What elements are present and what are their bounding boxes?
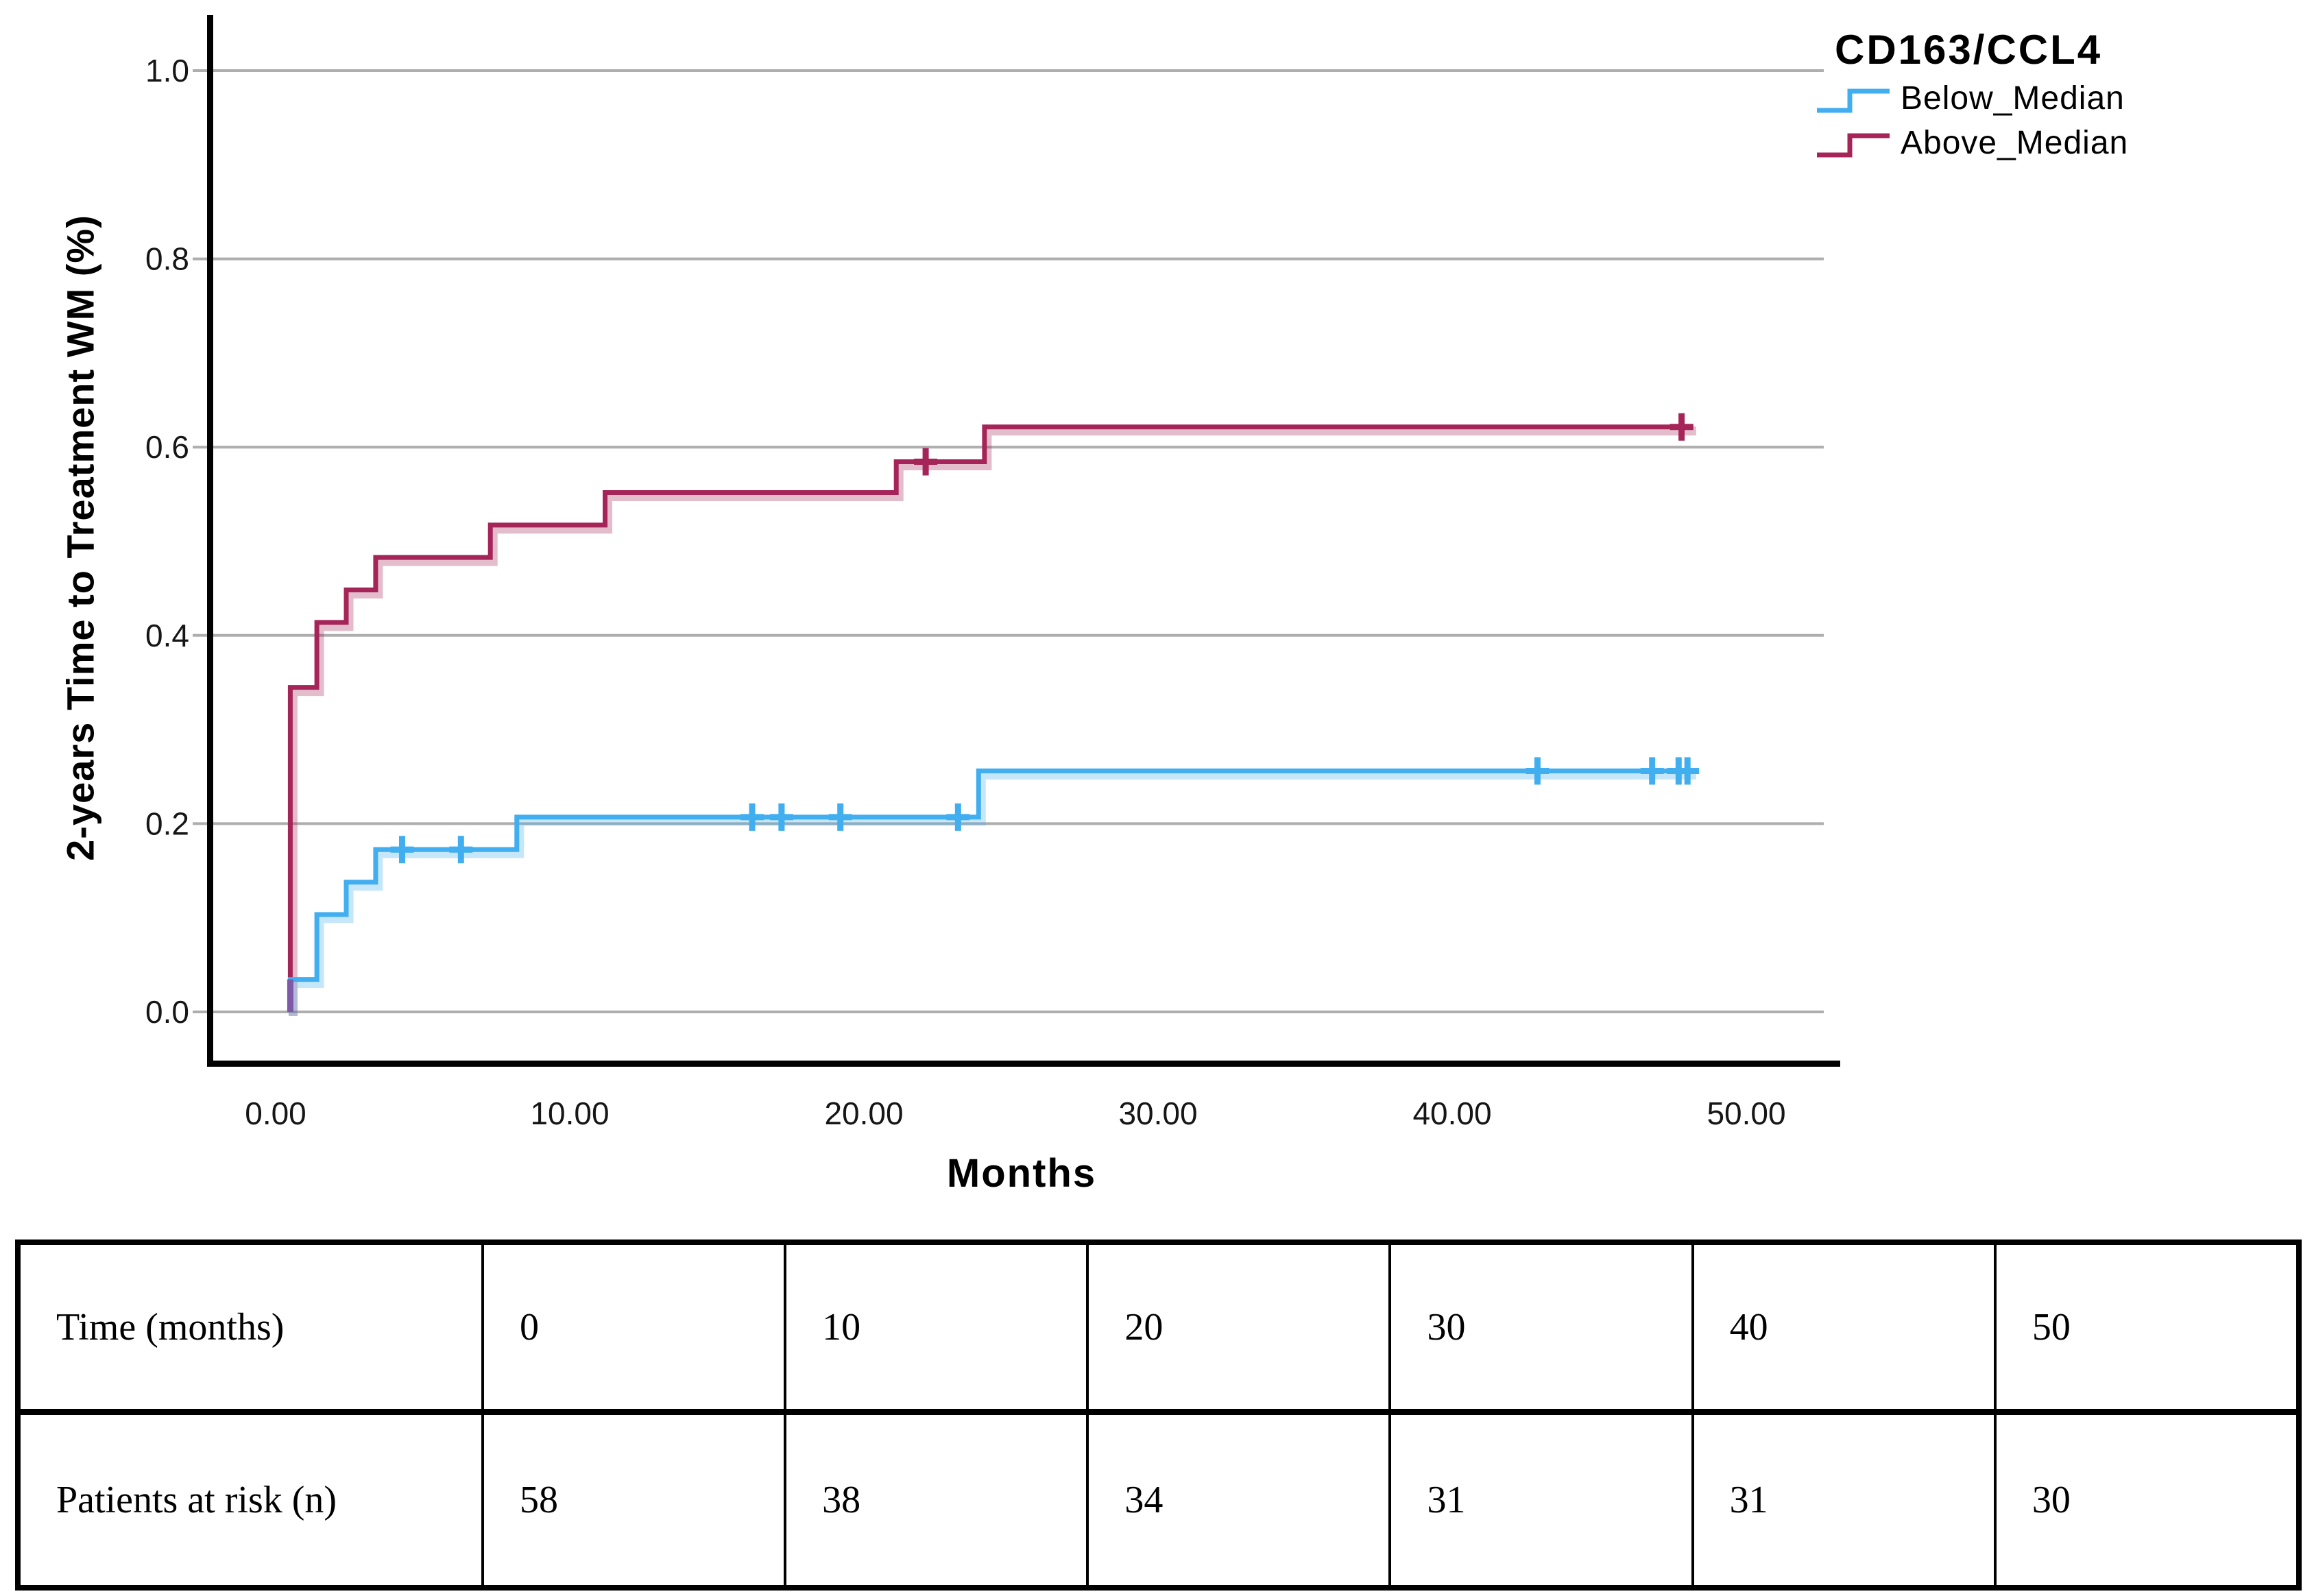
risk-table-row-label: Time (months): [56, 1305, 285, 1349]
risk-table-cell: 38: [784, 1415, 1086, 1585]
survival-curve: [287, 424, 1694, 1012]
y-tick-label: 1.0: [145, 53, 189, 88]
censor-mark: [769, 803, 793, 831]
censor-mark: [1670, 413, 1694, 441]
y-tick-label: 0.8: [145, 241, 189, 277]
x-tick-label: 10.00: [530, 1096, 609, 1131]
censor-mark: [1676, 757, 1700, 785]
censor-mark: [946, 803, 970, 831]
x-tick-label: 0.00: [245, 1096, 306, 1131]
x-axis-title: Months: [946, 1151, 1097, 1196]
survival-curve: [287, 769, 1694, 1012]
step-line-icon: [1817, 133, 1890, 157]
risk-table-count-row: Patients at risk (n) 58 38 34 31 31 30: [21, 1415, 2296, 1585]
patients-at-risk-table: Time (months) 0 10 20 30 40 50 Patients at risk…: [15, 1240, 2302, 1591]
censor-mark: [390, 836, 414, 864]
censor-mark: [914, 448, 938, 476]
legend-label: Above_Median: [1901, 125, 2129, 161]
series-Above_Median: [287, 413, 1696, 1016]
risk-table-cell: 30: [1993, 1415, 2296, 1585]
y-tick-label: 0.0: [145, 994, 189, 1030]
km-chart-svg: 0.0 0.2 0.4 0.6 0.8 1.0 0.00 10.00 20.00 30.00 40.…: [145, 15, 1840, 1131]
risk-table-cell: 0: [481, 1245, 784, 1409]
legend: CD163/CCL4 Below_Median Above_Median: [1816, 26, 2309, 162]
km-plot: 0.0 0.2 0.4 0.6 0.8 1.0 0.00 10.00 20.00 30.00 40.…: [58, 15, 2309, 1196]
risk-table-cell: 31: [1691, 1415, 1994, 1585]
curve-shadow: [288, 771, 1696, 1016]
risk-table-time-row: Time (months) 0 10 20 30 40 50: [21, 1245, 2296, 1415]
step-line-icon: [1817, 88, 1890, 112]
curve-shadow: [288, 426, 1696, 1016]
risk-table-cell: 40: [1691, 1245, 1994, 1409]
x-tick-label: 50.00: [1707, 1096, 1785, 1131]
censor-mark: [828, 803, 852, 831]
risk-table-row-label: Patients at risk (n): [56, 1479, 337, 1521]
risk-table-cell: 34: [1086, 1415, 1388, 1585]
series-Below_Median: [287, 757, 1700, 1016]
risk-table-cell: 58: [481, 1415, 784, 1585]
y-tick-label: 0.4: [145, 618, 189, 653]
censor-mark: [740, 803, 764, 831]
censor-mark: [1640, 757, 1664, 785]
risk-table-cell: 10: [784, 1245, 1086, 1409]
risk-table-cell: 31: [1388, 1415, 1691, 1585]
x-tick-label: 30.00: [1118, 1096, 1197, 1131]
legend-item-below-median: Below_Median: [1816, 79, 2309, 118]
x-tick-labels: 0.00 10.00 20.00 30.00 40.00 50.00: [245, 1096, 1785, 1131]
censor-mark: [449, 836, 473, 864]
x-tick-label: 40.00: [1412, 1096, 1491, 1131]
censor-mark: [1526, 757, 1550, 785]
axes: [207, 15, 1840, 1067]
risk-table-cell: 50: [1993, 1245, 2296, 1409]
risk-table-cell: 30: [1388, 1245, 1691, 1409]
y-tick-label: 0.6: [145, 429, 189, 465]
legend-label: Below_Median: [1901, 80, 2125, 117]
y-tick-label: 0.2: [145, 806, 189, 841]
risk-table-cell: 20: [1086, 1245, 1388, 1409]
gridlines: 0.0 0.2 0.4 0.6 0.8 1.0: [145, 53, 1824, 1030]
y-axis-title: 2-years Time to Treatment WM (%): [58, 215, 102, 861]
legend-title: CD163/CCL4: [1835, 27, 2103, 73]
x-tick-label: 20.00: [824, 1096, 903, 1131]
legend-item-above-median: Above_Median: [1816, 123, 2309, 162]
